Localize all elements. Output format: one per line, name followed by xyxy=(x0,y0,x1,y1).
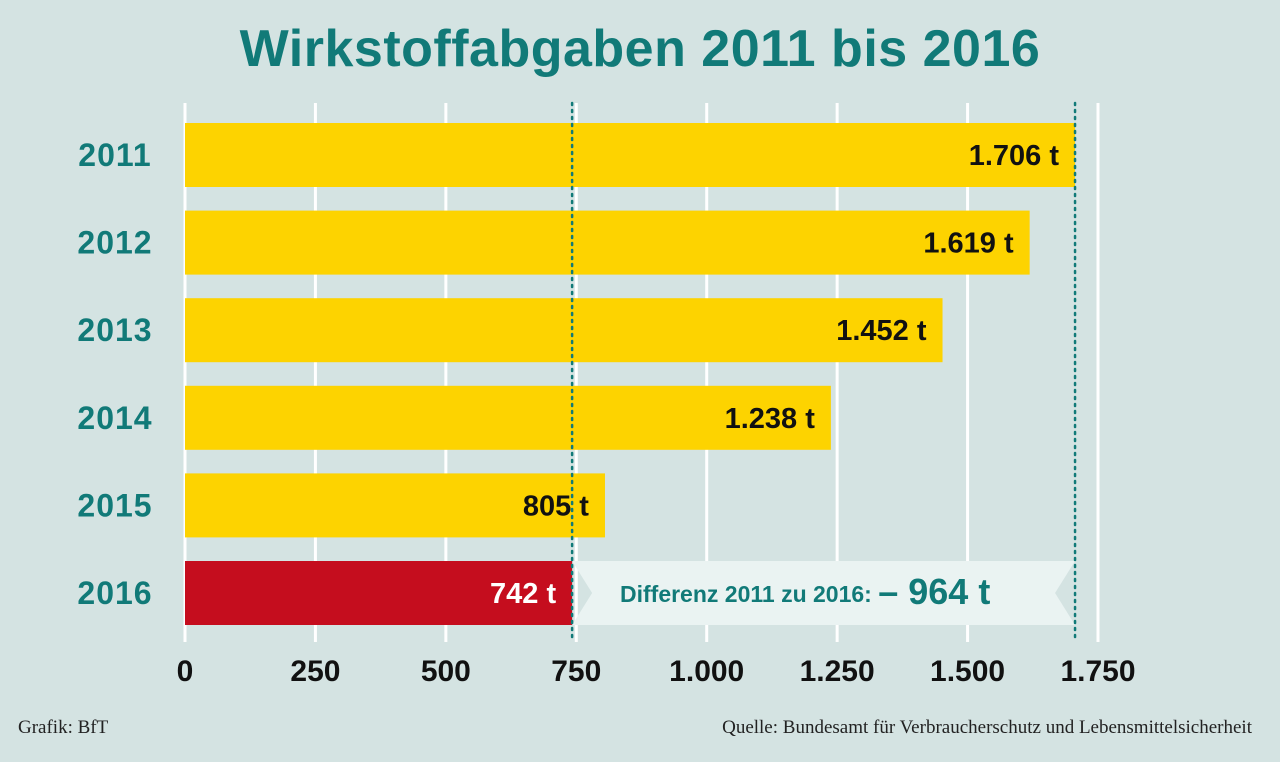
x-tick-label: 750 xyxy=(551,655,601,688)
value-label-2013: 1.452 t xyxy=(836,315,927,347)
x-tick-label: 1.500 xyxy=(930,655,1005,688)
bar-2014 xyxy=(185,385,831,450)
x-tick-label: 250 xyxy=(290,655,340,688)
x-tick-label: 1.000 xyxy=(669,655,744,688)
value-label-2012: 1.619 t xyxy=(923,228,1014,260)
chart-title: Wirkstoffabgaben 2011 bis 2016 xyxy=(240,20,1041,78)
x-tick-label: 0 xyxy=(177,655,194,688)
category-label-2014: 2014 xyxy=(77,400,152,436)
label-layer: 2011 1.706 t 2012 1.619 t 2013 1.452 t 2014 1.2… xyxy=(77,137,1059,612)
bar-2016 xyxy=(185,561,573,625)
bar-2015 xyxy=(185,473,605,538)
bar-2011 xyxy=(185,123,1076,187)
difference-annotation: Differenz 2011 zu 2016: – 964 t xyxy=(620,571,990,612)
reference-line-layer xyxy=(570,101,1077,644)
bar-2012 xyxy=(185,210,1030,275)
category-label-2011: 2011 xyxy=(78,137,151,173)
difference-band-layer xyxy=(572,561,1076,625)
x-tick-label: 1.250 xyxy=(800,655,875,688)
category-label-2015: 2015 xyxy=(77,487,152,523)
grid-layer xyxy=(183,103,1100,642)
category-label-2012: 2012 xyxy=(77,225,152,261)
bar-2013 xyxy=(185,298,943,363)
footer-credit: Grafik: BfT xyxy=(18,717,109,738)
category-label-2013: 2013 xyxy=(77,312,152,348)
difference-band xyxy=(572,561,1076,625)
x-axis-ticks: 0 250 500 750 1.000 1.250 1.500 1.750 xyxy=(177,655,1136,688)
footer-source: Quelle: Bundesamt für Verbraucherschutz … xyxy=(722,717,1252,738)
category-label-2016: 2016 xyxy=(77,575,152,611)
value-label-2015: 805 t xyxy=(523,490,589,522)
value-label-2014: 1.238 t xyxy=(725,403,816,435)
bar-layer xyxy=(185,123,1076,625)
value-label-2016: 742 t xyxy=(490,578,556,610)
x-tick-label: 500 xyxy=(421,655,471,688)
value-label-2011: 1.706 t xyxy=(969,140,1060,172)
x-tick-label: 1.750 xyxy=(1060,655,1135,688)
